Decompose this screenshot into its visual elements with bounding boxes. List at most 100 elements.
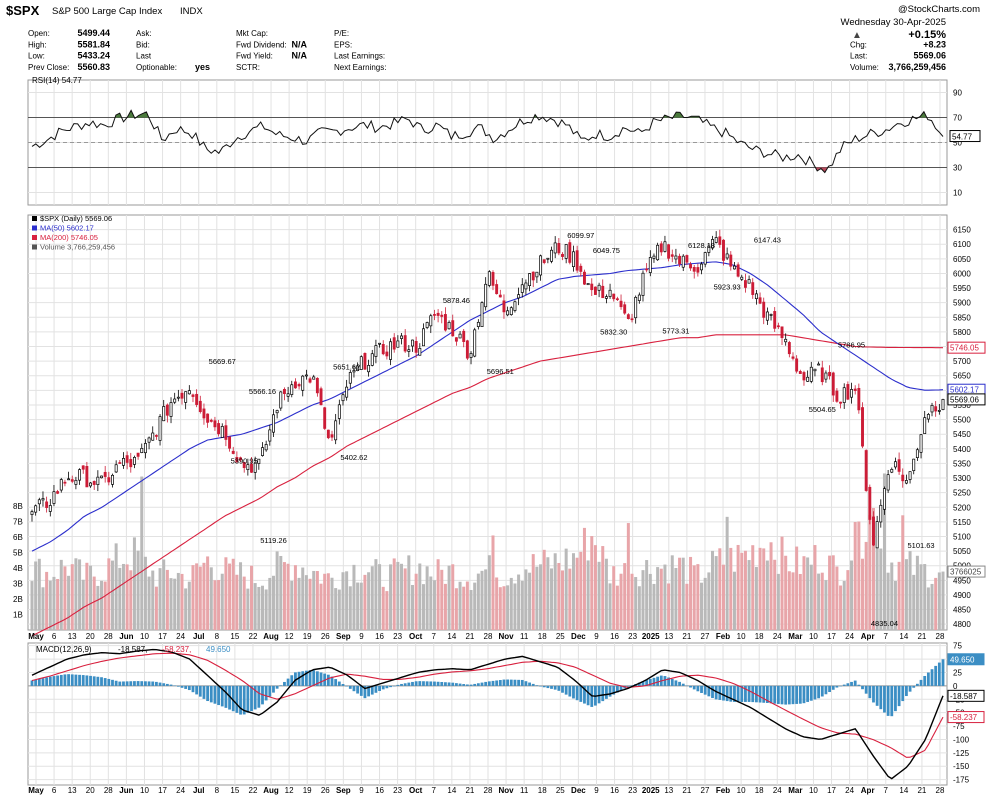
candle-body [886, 474, 890, 491]
x-axis-label: Aug [263, 786, 279, 795]
macd-histogram-bar [209, 685, 213, 703]
x-axis-label: 15 [230, 632, 239, 641]
macd-histogram-bar [868, 685, 872, 699]
macd-histogram-bar [96, 676, 100, 686]
x-axis-label: Mar [788, 786, 802, 795]
ticker-symbol: $SPX [6, 3, 40, 18]
volume-bar [96, 585, 100, 630]
volume-bar [352, 564, 356, 630]
macd-histogram-bar [572, 685, 575, 699]
volume-bar [136, 550, 140, 630]
macd-histogram-bar [378, 685, 381, 691]
volume-bar [623, 563, 627, 630]
volume-bar [897, 561, 901, 630]
volume-bar [443, 583, 447, 630]
candle-body [883, 488, 886, 510]
macd-histogram-bar [41, 678, 45, 686]
volume-bar [78, 559, 82, 630]
macd-histogram-bar [473, 683, 477, 686]
macd-histogram-bar [319, 672, 323, 686]
candle-body [308, 378, 312, 383]
volume-bar [765, 560, 769, 630]
x-axis-label: 8 [215, 632, 220, 641]
macd-histogram-bar [440, 681, 444, 686]
volume-bar [714, 556, 718, 630]
volume-bar [114, 543, 118, 630]
field-label: Fwd Dividend: [236, 40, 287, 49]
rsi-last-value: 54.77 [952, 133, 973, 142]
x-axis-label: Sep [336, 786, 351, 795]
volume-bar [787, 571, 791, 630]
volume-bar [74, 558, 78, 630]
macd-histogram-bar [729, 685, 733, 702]
candle-body [257, 458, 261, 464]
candle-body [184, 391, 188, 403]
macd-histogram-bar [875, 685, 879, 706]
x-axis-label: May [28, 632, 44, 641]
x-axis-label: 27 [701, 632, 710, 641]
volume-bar [293, 565, 297, 630]
candle-body [418, 348, 422, 356]
volume-bar [297, 577, 301, 630]
x-axis-label: 10 [809, 632, 818, 641]
x-axis-label: 21 [465, 786, 474, 795]
candle-body [473, 329, 477, 357]
candle-body [195, 393, 199, 405]
x-axis-label: 7 [432, 786, 437, 795]
macd-histogram-bar [802, 685, 806, 704]
price-tick-label: 5250 [953, 489, 971, 498]
candle-body [103, 471, 107, 477]
right-value-box [947, 653, 985, 666]
volume-bar [795, 546, 799, 630]
macd-histogram-bar [433, 681, 436, 686]
volume-bar [579, 551, 583, 630]
x-axis-label: 23 [393, 786, 402, 795]
macd-histogram-bar [297, 671, 301, 686]
candle-body [842, 387, 846, 403]
candle-body [776, 325, 780, 328]
x-axis-label: 14 [447, 786, 456, 795]
volume-bar [850, 560, 854, 630]
volume-bar [447, 565, 451, 630]
macd-histogram-bar [765, 685, 769, 703]
candle-body [517, 294, 521, 299]
x-axis-label: 17 [827, 786, 836, 795]
macd-histogram-bar [528, 682, 531, 686]
candle-body [890, 469, 894, 473]
right-value-box [947, 689, 985, 702]
x-axis-label: 10 [140, 786, 149, 795]
volume-bar [85, 562, 89, 630]
candle-body [414, 340, 418, 353]
x-axis-label: 7 [884, 632, 889, 641]
candle-body [509, 307, 513, 316]
watermark: @StockCharts.com [898, 4, 980, 15]
macd-histogram-bar [820, 685, 824, 697]
price-annotation: 5651.62 [333, 362, 360, 371]
macd-histogram-bar [711, 685, 714, 699]
macd-histogram-bar [312, 670, 316, 686]
volume-bar [363, 574, 367, 630]
volume-bar [381, 586, 385, 630]
right-value-label: 5569.06 [950, 395, 979, 404]
candle-body [619, 300, 623, 308]
candle-body [279, 391, 283, 409]
volume-bar [703, 577, 707, 630]
volume-bar [820, 572, 824, 630]
macd-histogram-bar [34, 679, 38, 686]
macd-histogram-bar [817, 685, 821, 699]
candle-body [74, 479, 78, 485]
candle-body [758, 297, 762, 304]
macd-histogram-bar [315, 671, 319, 686]
price-annotation: 5390.95 [231, 456, 258, 465]
volume-bar [198, 566, 202, 630]
candle-body [326, 429, 330, 439]
volume-bar [436, 559, 440, 630]
volume-bar [806, 557, 810, 630]
x-axis-label: 24 [845, 786, 854, 795]
candle-body [286, 393, 290, 397]
candle-body [937, 410, 941, 412]
candle-body [648, 257, 652, 273]
right-value-label: 49.650 [950, 655, 975, 664]
price-annotation: 5878.46 [443, 296, 470, 305]
price-tick-label: 5650 [953, 372, 971, 381]
